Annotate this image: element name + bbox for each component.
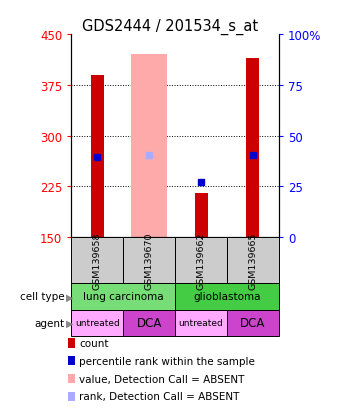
Text: glioblastoma: glioblastoma <box>193 292 261 302</box>
Text: DCA: DCA <box>136 316 162 329</box>
Text: GSM139670: GSM139670 <box>145 232 154 289</box>
Text: GSM139662: GSM139662 <box>197 232 205 289</box>
Text: untreated: untreated <box>75 318 120 327</box>
Text: ▶: ▶ <box>66 318 73 328</box>
Bar <box>246 59 259 237</box>
Text: GSM139665: GSM139665 <box>249 232 257 289</box>
Text: count: count <box>79 338 108 348</box>
Text: GSM139658: GSM139658 <box>93 232 102 289</box>
Bar <box>91 76 104 237</box>
Text: percentile rank within the sample: percentile rank within the sample <box>79 356 255 366</box>
Text: lung carcinoma: lung carcinoma <box>83 292 164 302</box>
Text: agent: agent <box>34 318 65 328</box>
Text: untreated: untreated <box>178 318 223 327</box>
Bar <box>194 194 207 237</box>
Text: value, Detection Call = ABSENT: value, Detection Call = ABSENT <box>79 374 244 384</box>
Text: DCA: DCA <box>240 316 266 329</box>
Text: ▶: ▶ <box>66 292 73 302</box>
Text: rank, Detection Call = ABSENT: rank, Detection Call = ABSENT <box>79 392 239 401</box>
Text: cell type: cell type <box>20 292 65 302</box>
Bar <box>131 55 167 237</box>
Text: GDS2444 / 201534_s_at: GDS2444 / 201534_s_at <box>82 19 258 35</box>
